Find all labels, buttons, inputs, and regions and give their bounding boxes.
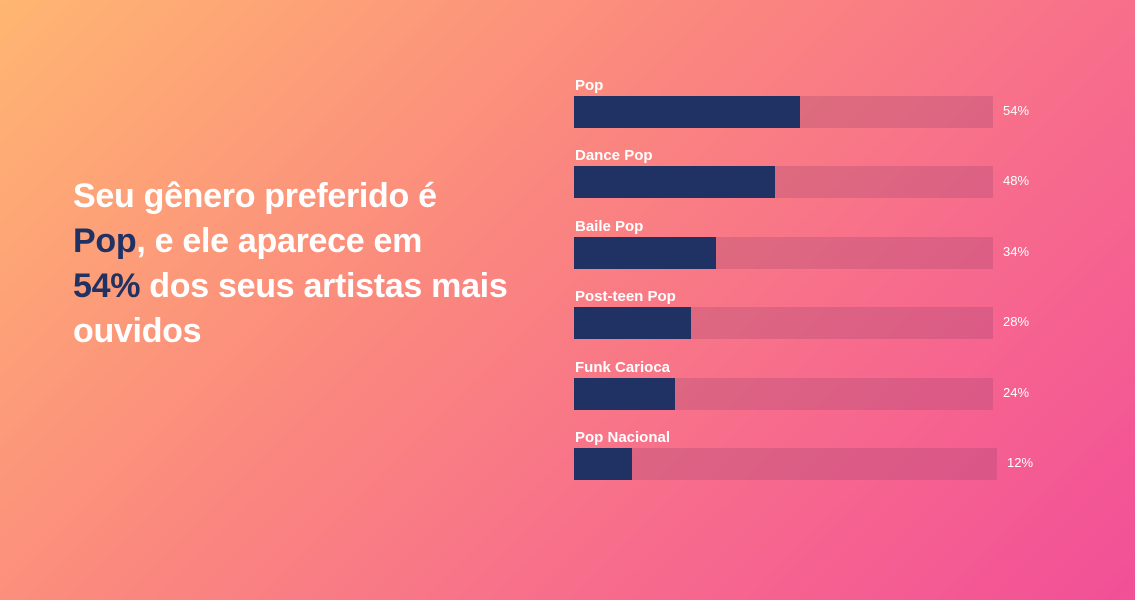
bar-label-baile-pop: Baile Pop <box>575 217 644 235</box>
bar-row-post-teen-pop: Post-teen Pop 28% <box>574 288 1054 344</box>
bar-value-baile-pop: 34% <box>1003 243 1030 259</box>
bar-pop <box>574 96 800 128</box>
bar-label-dance-pop: Dance Pop <box>575 147 653 165</box>
bar-funk-carioca <box>574 377 675 410</box>
bar-track-baile-pop <box>574 236 993 269</box>
headline-percent: 54% <box>73 267 141 305</box>
bar-row-pop-nacional: Pop Nacional 12% <box>574 429 1054 485</box>
bar-label-post-teen-pop: Post-teen Pop <box>575 288 676 306</box>
bar-label-funk-carioca: Funk Carioca <box>575 358 671 376</box>
bar-value-funk-carioca: 24% <box>1003 384 1030 400</box>
headline-genre: Pop <box>73 222 137 260</box>
bar-row-baile-pop: Baile Pop 34% <box>574 218 1054 274</box>
bar-dance-pop <box>574 166 775 199</box>
bar-label-pop-nacional: Pop Nacional <box>575 429 671 446</box>
bar-baile-pop <box>574 236 716 269</box>
bar-track-dance-pop <box>574 166 993 199</box>
bar-track-pop <box>574 96 993 128</box>
bar-label-pop: Pop <box>575 77 604 94</box>
headline-end: dos seus artistas mais ouvidos <box>73 267 508 350</box>
bar-track-funk-carioca <box>574 377 993 410</box>
bar-row-dance-pop: Dance Pop 48% <box>574 147 1054 203</box>
headline: Seu gênero preferido é Pop, e ele aparece… <box>73 174 543 354</box>
genre-bar-chart: Pop 54% Dance Pop 48% Baile Pop 34% Post-teen … <box>574 0 1054 600</box>
headline-lead: Seu gênero preferido é <box>73 177 437 215</box>
bar-pop-nacional <box>574 448 632 480</box>
bar-value-dance-pop: 48% <box>1003 173 1030 189</box>
bar-value-pop: 54% <box>1003 103 1030 118</box>
bar-track-pop-nacional <box>574 448 997 480</box>
bar-value-pop-nacional: 12% <box>1007 455 1034 470</box>
bar-row-funk-carioca: Funk Carioca 24% <box>574 359 1054 415</box>
headline-mid: , e ele aparece em <box>136 222 423 260</box>
bar-value-post-teen-pop: 28% <box>1003 314 1030 330</box>
bar-post-teen-pop <box>574 307 691 340</box>
bar-track-post-teen-pop <box>574 307 993 340</box>
bar-row-pop: Pop 54% <box>574 77 1054 133</box>
